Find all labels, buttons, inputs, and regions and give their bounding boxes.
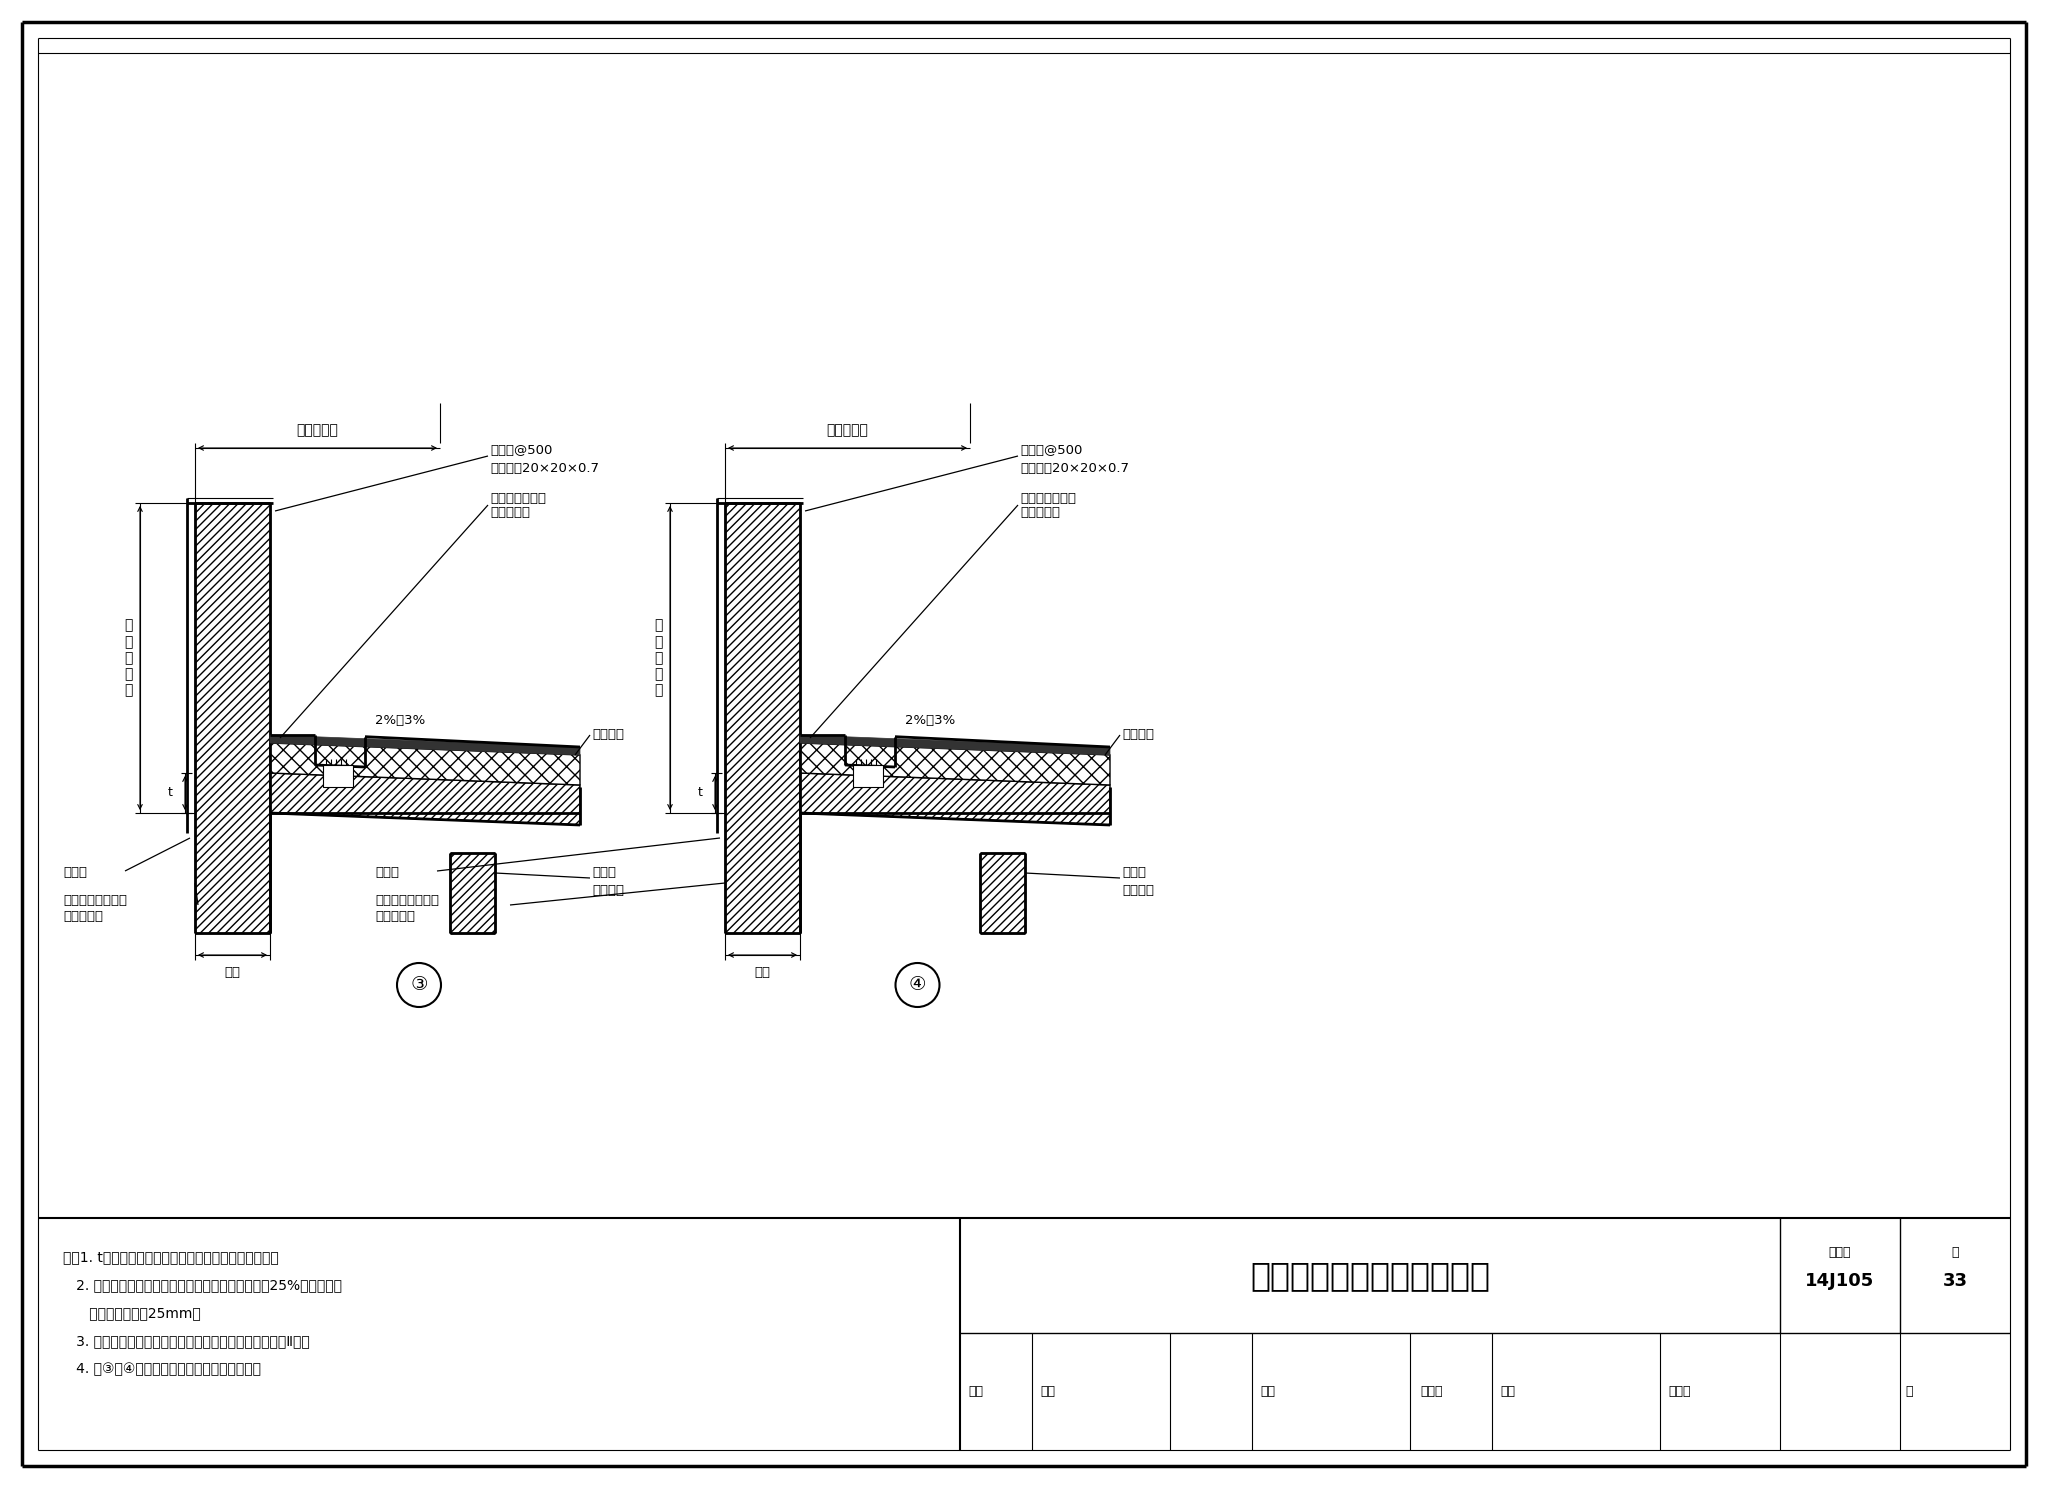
Text: 3. 夏热冬冷地区、夏热冬暖地区，推荐采用页岩空心砖Ⅱ型。: 3. 夏热冬冷地区、夏热冬暖地区，推荐采用页岩空心砖Ⅱ型。	[63, 1335, 309, 1348]
Text: 校对: 校对	[1260, 1385, 1276, 1399]
Text: 审核: 审核	[969, 1385, 983, 1399]
Polygon shape	[801, 743, 1110, 786]
Text: t: t	[168, 787, 172, 799]
Polygon shape	[801, 735, 1110, 754]
Text: 雨水口: 雨水口	[375, 866, 399, 879]
Text: ③: ③	[410, 976, 428, 994]
Text: 墙厚: 墙厚	[754, 967, 770, 979]
Text: 4. 图③、④适用于热桥部位验算满足的情况。: 4. 图③、④适用于热桥部位验算满足的情况。	[63, 1362, 260, 1376]
Text: 李文鹃: 李文鹃	[1667, 1385, 1690, 1399]
Text: 框架柱: 框架柱	[1122, 866, 1147, 879]
Text: 雨水口: 雨水口	[63, 866, 86, 879]
Text: （全包）: （全包）	[592, 884, 625, 896]
Text: 14J105: 14J105	[1806, 1272, 1874, 1290]
Bar	[854, 765, 883, 787]
Text: 33: 33	[1942, 1272, 1968, 1290]
Text: 框架柱: 框架柱	[592, 866, 616, 879]
Text: 设计: 设计	[1499, 1385, 1516, 1399]
Text: ④: ④	[909, 976, 926, 994]
Text: 按工程设计: 按工程设计	[297, 423, 338, 437]
Text: 水泥钉@500: 水泥钉@500	[1020, 443, 1083, 457]
Polygon shape	[981, 853, 1024, 933]
Text: 镀锌垫片20×20×0.7: 镀锌垫片20×20×0.7	[1020, 461, 1128, 475]
Text: 2%～3%: 2%～3%	[905, 714, 954, 728]
Text: 自保温墙体平屋面檐口构造: 自保温墙体平屋面檐口构造	[1249, 1259, 1491, 1292]
Text: 图集号: 图集号	[1829, 1245, 1851, 1259]
Text: 防水与外饰面做法: 防水与外饰面做法	[63, 893, 127, 906]
Text: 防水与外饰面做法: 防水与外饰面做法	[375, 893, 438, 906]
Text: 水泥钉@500: 水泥钉@500	[489, 443, 553, 457]
Text: 小厚度不得小于25mm。: 小厚度不得小于25mm。	[63, 1306, 201, 1320]
Text: 镀锌垫片20×20×0.7: 镀锌垫片20×20×0.7	[489, 461, 598, 475]
Text: 屋面标高: 屋面标高	[592, 729, 625, 741]
Text: 2. 倒置式屋面保温层的设计厚度应按计算厚度增加25%取值，且最: 2. 倒置式屋面保温层的设计厚度应按计算厚度增加25%取值，且最	[63, 1278, 342, 1292]
Text: 屋面标高: 屋面标高	[1122, 729, 1153, 741]
Polygon shape	[801, 772, 1110, 824]
Text: 按工程设计: 按工程设计	[63, 911, 102, 924]
Text: （全包）: （全包）	[1122, 884, 1153, 896]
Text: 墙厚: 墙厚	[225, 967, 240, 979]
Text: 按工程设计: 按工程设计	[1020, 506, 1061, 519]
Polygon shape	[270, 772, 580, 824]
Text: 页: 页	[1952, 1245, 1958, 1259]
Polygon shape	[451, 853, 496, 933]
Text: 按工程设计: 按工程设计	[489, 506, 530, 519]
Text: 金建明: 金建明	[1419, 1385, 1442, 1399]
Polygon shape	[270, 735, 580, 754]
Polygon shape	[270, 743, 580, 786]
Text: 按工程设计: 按工程设计	[375, 911, 416, 924]
Text: 屋面保温、防水: 屋面保温、防水	[489, 491, 547, 504]
Bar	[324, 765, 352, 787]
Polygon shape	[195, 503, 270, 933]
Text: 注：1. t为保温层厚度，可参考本图集热工性能表选用。: 注：1. t为保温层厚度，可参考本图集热工性能表选用。	[63, 1250, 279, 1263]
Text: 葛壁: 葛壁	[1040, 1385, 1055, 1399]
Polygon shape	[725, 503, 801, 933]
Text: 屋面保温、防水: 屋面保温、防水	[1020, 491, 1075, 504]
Text: 2%～3%: 2%～3%	[375, 714, 426, 728]
Text: 页: 页	[1905, 1385, 1913, 1399]
Text: 按
工
程
设
计: 按 工 程 设 计	[653, 619, 662, 698]
Text: 按
工
程
设
计: 按 工 程 设 计	[123, 619, 133, 698]
Text: t: t	[698, 787, 702, 799]
Text: 按工程设计: 按工程设计	[827, 423, 868, 437]
